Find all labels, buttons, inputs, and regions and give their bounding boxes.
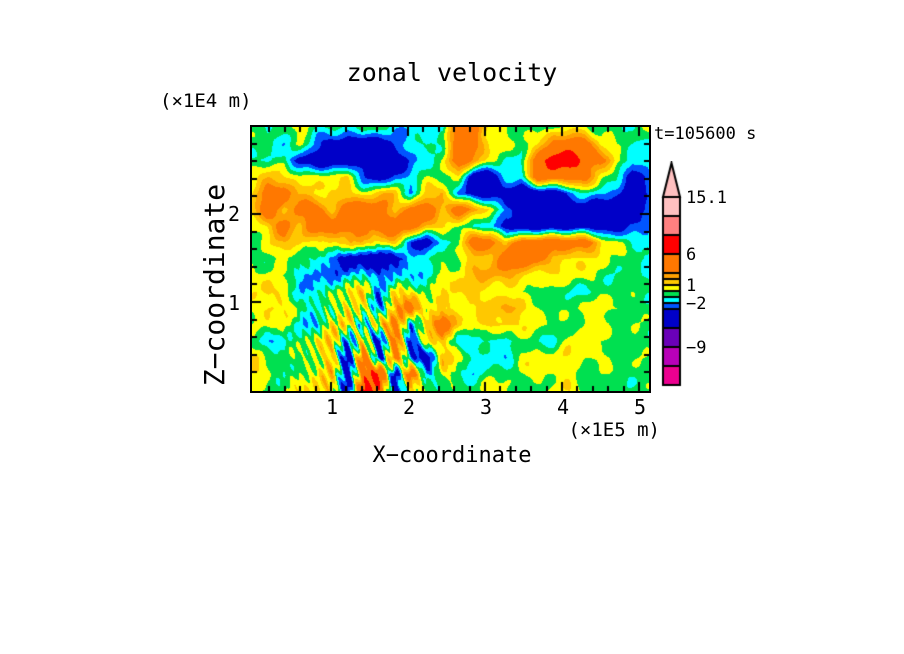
x-tick-label-2: 2 (402, 395, 416, 419)
y-axis-unit-label: (×1E4 m) (160, 90, 252, 112)
x-tick-label-3: 3 (479, 395, 493, 419)
velocity-field-canvas (252, 127, 649, 391)
x-tick-label-4: 4 (556, 395, 570, 419)
x-tick-label-5: 5 (633, 395, 647, 419)
y-axis-label: Z−coordinate (198, 183, 231, 387)
colorbar-label-max: 15.1 (686, 188, 727, 208)
plot-title: zonal velocity (346, 58, 558, 87)
colorbar-label-1: 1 (686, 276, 697, 296)
y-tick-label-1: 1 (227, 291, 240, 315)
time-label: t=105600 s (654, 124, 757, 144)
x-tick-label-1: 1 (325, 395, 339, 419)
x-axis-unit-label: (×1E5 m) (568, 419, 660, 441)
colorbar (661, 161, 683, 391)
colorbar-label-6: 6 (686, 245, 697, 265)
y-tick-label-2: 2 (227, 202, 240, 226)
x-axis-label: X−coordinate (372, 443, 532, 468)
plot-area (250, 125, 651, 393)
colorbar-label-neg9: −9 (686, 338, 707, 358)
colorbar-label-neg2: −2 (686, 294, 707, 314)
